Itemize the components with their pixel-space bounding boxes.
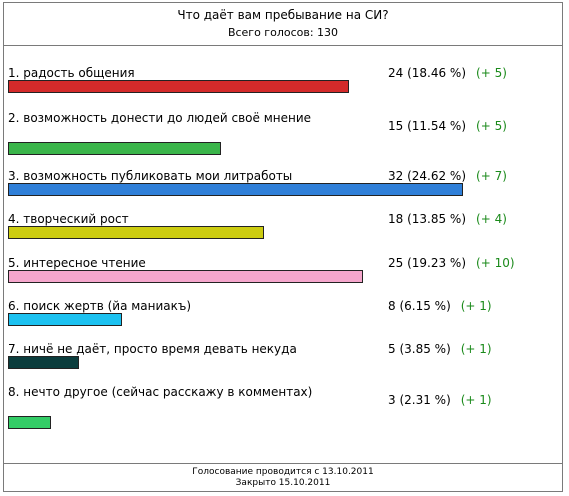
option-label: 6. поиск жертв (йа маниакъ) <box>8 299 192 313</box>
option-stat: 24 (18.46 %) (+ 5) <box>388 66 507 80</box>
option-bar <box>8 80 349 93</box>
poll-closed-date: Закрыто 15.10.2011 <box>235 478 331 488</box>
option-delta: (+ 1) <box>460 342 492 356</box>
option-stat: 15 (11.54 %) (+ 5) <box>388 119 507 133</box>
option-count-percent: 5 (3.85 %) <box>388 342 451 356</box>
option-count-percent: 24 (18.46 %) <box>388 66 467 80</box>
option-count-percent: 8 (6.15 %) <box>388 299 451 313</box>
option-delta: (+ 7) <box>476 169 507 183</box>
option-bar <box>8 226 264 239</box>
option-delta: (+ 4) <box>476 212 507 226</box>
option-delta: (+ 10) <box>476 256 515 270</box>
poll-title: Что даёт вам пребывание на СИ? <box>177 8 389 22</box>
option-stat: 8 (6.15 %) (+ 1) <box>388 299 492 313</box>
option-label: 8. нечто другое (сейчас расскажу в комме… <box>8 385 313 399</box>
option-delta: (+ 1) <box>460 393 492 407</box>
option-label: 7. ничё не даёт, просто время девать нек… <box>8 342 297 356</box>
option-bar <box>8 356 79 369</box>
option-label: 2. возможность донести до людей своё мне… <box>8 111 312 125</box>
option-stat: 25 (19.23 %) (+ 10) <box>388 256 515 270</box>
poll-widget: Что даёт вам пребывание на СИ? Всего гол… <box>3 2 563 492</box>
poll-start-date: Голосование проводится с 13.10.2011 <box>192 467 374 477</box>
option-bar <box>8 270 363 283</box>
option-label: 1. радость общения <box>8 66 135 80</box>
poll-header: Что даёт вам пребывание на СИ? Всего гол… <box>4 3 562 46</box>
option-label: 5. интересное чтение <box>8 256 146 270</box>
option-delta: (+ 1) <box>460 299 492 313</box>
option-delta: (+ 5) <box>476 66 507 80</box>
total-votes: Всего голосов: 130 <box>227 26 339 39</box>
option-stat: 3 (2.31 %) (+ 1) <box>388 393 492 407</box>
option-count-percent: 15 (11.54 %) <box>388 119 467 133</box>
option-bar <box>8 313 122 326</box>
option-stat: 5 (3.85 %) (+ 1) <box>388 342 492 356</box>
option-delta: (+ 5) <box>476 119 507 133</box>
option-count-percent: 18 (13.85 %) <box>388 212 467 226</box>
option-stat: 18 (13.85 %) (+ 4) <box>388 212 507 226</box>
option-bar <box>8 183 463 196</box>
option-count-percent: 3 (2.31 %) <box>388 393 451 407</box>
poll-footer: Голосование проводится с 13.10.2011 Закр… <box>4 463 562 491</box>
option-bar <box>8 416 51 429</box>
option-label: 3. возможность публиковать мои литработы <box>8 169 293 183</box>
poll-results: 1. радость общения 24 (18.46 %) (+ 5) 2. во… <box>4 46 562 463</box>
option-bar <box>8 142 221 155</box>
option-stat: 32 (24.62 %) (+ 7) <box>388 169 507 183</box>
option-count-percent: 32 (24.62 %) <box>388 169 467 183</box>
option-label: 4. творческий рост <box>8 212 129 226</box>
option-count-percent: 25 (19.23 %) <box>388 256 467 270</box>
